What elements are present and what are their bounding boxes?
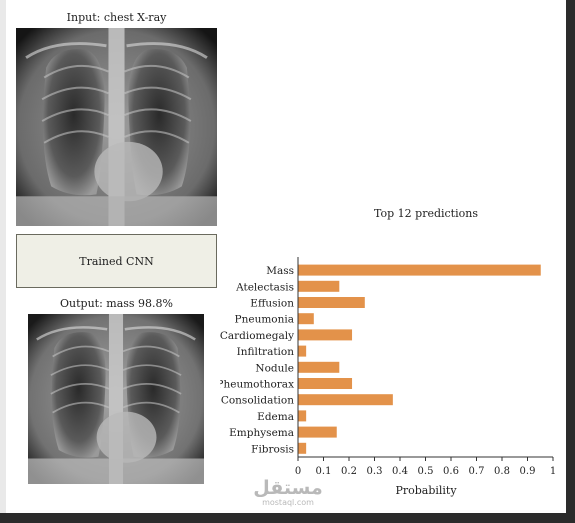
bar-fibrosis (298, 442, 307, 454)
output-xray-image (28, 314, 204, 484)
x-tick-label: 0.3 (367, 466, 383, 477)
right-frame-strip (566, 0, 575, 523)
bottom-frame-strip (0, 513, 575, 523)
bar-cardiomegaly (298, 329, 353, 341)
category-label: Nodule (255, 362, 294, 374)
bar-pneumonia (298, 313, 314, 325)
watermark-logo: مستقل (253, 477, 323, 499)
bar-nodule (298, 361, 340, 373)
category-label: Pheumothorax (220, 379, 294, 391)
trained-cnn-label: Trained CNN (79, 254, 154, 268)
x-tick-label: 0.4 (392, 466, 408, 477)
category-labels: Mass Atelectasis Effusion Pneumonia Cardiome… (220, 265, 294, 455)
bar-atelectasis (298, 280, 340, 292)
bar-effusion (298, 297, 365, 308)
category-label: Pneumonia (235, 314, 294, 326)
x-tick-label: 0.1 (316, 466, 332, 477)
chart-title: Top 12 predictions (374, 207, 478, 220)
x-tick-label: 0.2 (341, 466, 357, 477)
input-xray-image (16, 28, 217, 226)
x-tick-label: 0.5 (418, 466, 434, 477)
trained-cnn-box: Trained CNN (16, 234, 217, 288)
category-label: Consolidation (221, 395, 294, 407)
bar-infiltration (298, 345, 307, 357)
category-label: Atelectasis (235, 281, 294, 293)
x-tick-label: 0.7 (469, 466, 485, 477)
x-tick-label: 0.6 (443, 466, 459, 477)
category-label: Effusion (250, 298, 294, 310)
bar-emphysema (298, 426, 337, 438)
x-tick-label: 0 (295, 466, 301, 477)
category-label: Cardiomegaly (220, 330, 294, 342)
left-frame-strip (0, 0, 6, 523)
watermark: مستقل mostaql.com (248, 478, 328, 508)
category-label: Mass (266, 265, 294, 277)
x-axis-label: Probability (395, 484, 457, 497)
watermark-url: mostaql.com (262, 498, 314, 507)
category-label: Infiltration (237, 346, 295, 358)
predictions-chart: Top 12 predictions Mass Atelectasis Effusi… (220, 207, 556, 497)
x-tick-label: 0.9 (520, 466, 536, 477)
category-label: Edema (257, 411, 294, 423)
bar-mass (298, 264, 541, 276)
bar-pheumothorax (298, 378, 353, 389)
x-tick-label: 0.8 (494, 466, 510, 477)
x-tick-label: 1 (550, 466, 556, 477)
bar-consolidation (298, 394, 393, 406)
category-label: Emphysema (229, 427, 294, 439)
input-caption: Input: chest X-ray (66, 11, 167, 24)
bars-layer (298, 264, 541, 454)
bar-edema (298, 410, 307, 422)
category-label: Fibrosis (251, 443, 294, 455)
output-caption: Output: mass 98.8% (60, 297, 173, 310)
x-ticks: 0 0.1 0.2 0.3 0.4 0.5 0.6 0.7 0.8 0.9 1 (295, 457, 556, 477)
